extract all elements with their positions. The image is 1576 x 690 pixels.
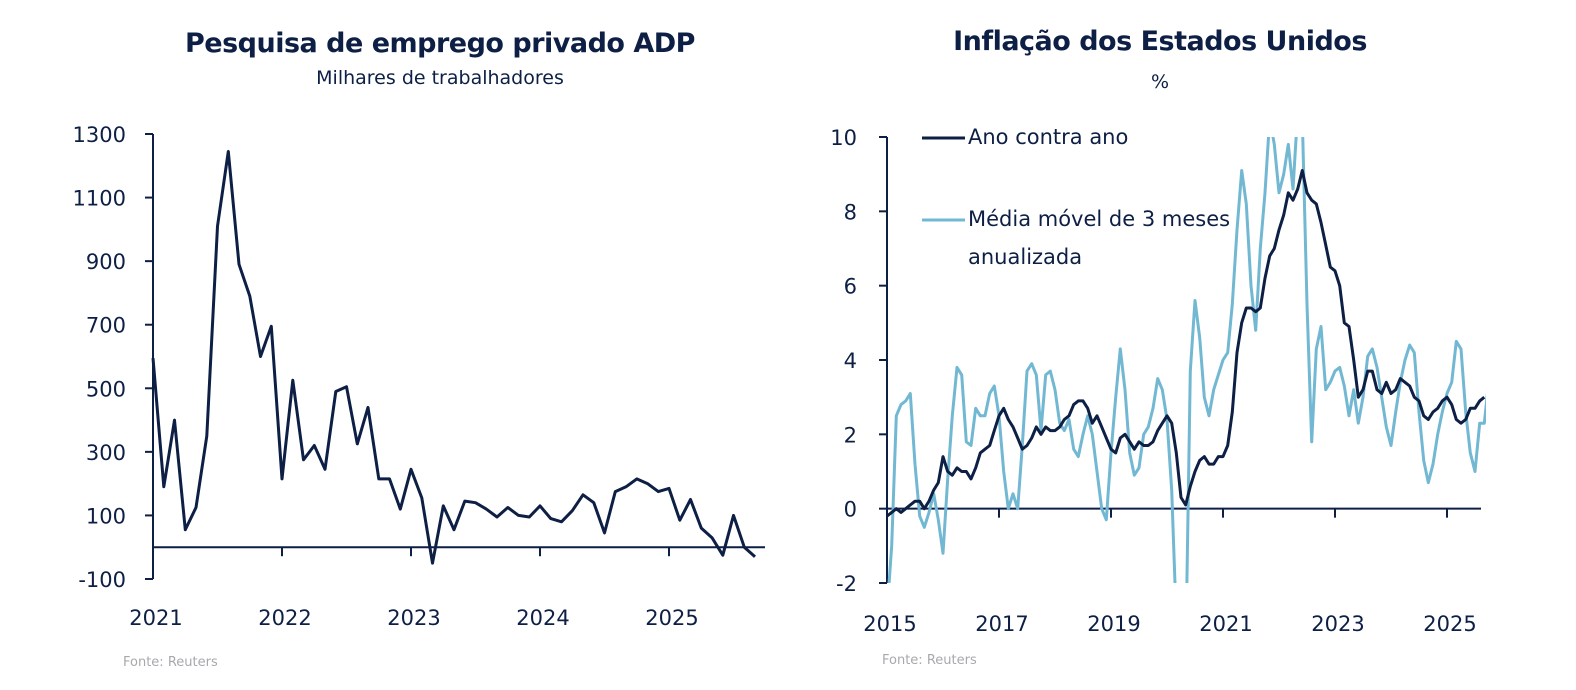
chart1-y-tick-label: 300 xyxy=(86,441,126,465)
chart2-series-0 xyxy=(887,169,1486,518)
chart1-series-line-0 xyxy=(151,150,757,565)
chart1-y-tick-label: 900 xyxy=(86,250,126,274)
legend-label-1-line2: anualizada xyxy=(968,245,1082,269)
chart1-x-tick-label: 2022 xyxy=(258,606,311,630)
chart2-x-tick-label: 2017 xyxy=(975,612,1028,636)
chart2-series-line-0 xyxy=(887,169,1486,518)
chart2-y-tick-label: 6 xyxy=(844,275,857,299)
chart1-series-0 xyxy=(151,150,757,565)
chart1-subtitle: Milhares de trabalhadores xyxy=(316,67,564,89)
chart2-source: Fonte: Reuters xyxy=(882,653,977,668)
chart2-y-tick-label: 4 xyxy=(844,349,857,373)
chart2-x-tick-label: 2021 xyxy=(1199,612,1252,636)
chart1-x-tick-label: 2025 xyxy=(645,606,698,630)
chart2-series-1 xyxy=(887,137,1486,583)
chart2-y-tick-label: 10 xyxy=(830,126,857,150)
chart1-y-tick-label: 100 xyxy=(86,504,126,528)
chart1-y-tick-label: 700 xyxy=(86,314,126,338)
chart2-x-tick-label: 2019 xyxy=(1087,612,1140,636)
chart1-title: Pesquisa de emprego privado ADP xyxy=(185,28,695,59)
chart2-y-tick-label: -2 xyxy=(836,572,857,596)
chart1-source: Fonte: Reuters xyxy=(123,655,218,670)
legend-label-0: Ano contra ano xyxy=(968,125,1128,149)
chart2-title: Inflação dos Estados Unidos xyxy=(953,26,1367,57)
legend-label-1: Média móvel de 3 meses xyxy=(968,207,1230,231)
chart1-y-tick-label: 500 xyxy=(86,377,126,401)
chart1-y-tick-label: 1100 xyxy=(73,187,126,211)
chart1-x-tick-label: 2023 xyxy=(387,606,440,630)
chart2-series-line-1 xyxy=(887,137,1486,583)
chart2-x-tick-label: 2025 xyxy=(1423,612,1476,636)
chart1-x-tick-label: 2021 xyxy=(129,606,182,630)
chart1-y-tick-label: 1300 xyxy=(73,123,126,147)
chart2-y-tick-label: 2 xyxy=(844,423,857,447)
chart1-x-tick-label: 2024 xyxy=(516,606,569,630)
chart1-y-tick-label: -100 xyxy=(78,568,126,592)
chart2-y-tick-label: 0 xyxy=(844,498,857,522)
chart2-x-tick-label: 2015 xyxy=(863,612,916,636)
chart2-subtitle: % xyxy=(1150,71,1170,93)
chart2-x-tick-label: 2023 xyxy=(1311,612,1364,636)
chart2-y-tick-label: 8 xyxy=(844,200,857,224)
